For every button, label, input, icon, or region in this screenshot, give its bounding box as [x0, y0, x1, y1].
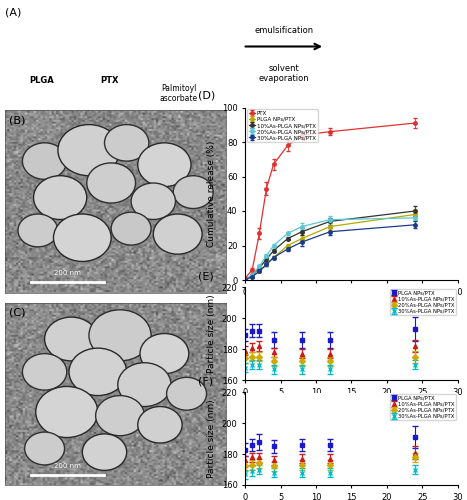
X-axis label: Time (h): Time (h)	[333, 302, 370, 311]
Circle shape	[80, 432, 129, 472]
Circle shape	[111, 212, 151, 245]
Text: (D): (D)	[198, 90, 216, 101]
Circle shape	[140, 334, 189, 374]
Circle shape	[65, 346, 130, 399]
Text: PTX: PTX	[101, 76, 119, 84]
Circle shape	[150, 212, 205, 256]
X-axis label: Time (h): Time (h)	[333, 402, 370, 411]
Circle shape	[114, 360, 174, 409]
Legend: PLGA NPs/PTX, 10%As-PLGA NPs/PTX, 20%As-PLGA NPs/PTX, 30%As-PLGA NPs/PTX: PLGA NPs/PTX, 10%As-PLGA NPs/PTX, 20%As-…	[389, 394, 456, 420]
Circle shape	[118, 362, 171, 406]
Circle shape	[109, 210, 154, 247]
Circle shape	[20, 140, 70, 181]
Circle shape	[22, 143, 67, 180]
Text: solvent
evaporation: solvent evaporation	[259, 64, 309, 84]
Circle shape	[173, 176, 213, 208]
Circle shape	[45, 317, 98, 361]
Circle shape	[84, 160, 139, 206]
Circle shape	[164, 376, 209, 412]
Circle shape	[15, 212, 60, 249]
Circle shape	[20, 352, 70, 393]
Circle shape	[134, 140, 194, 190]
Text: 200 nm: 200 nm	[55, 462, 81, 468]
Circle shape	[42, 314, 101, 364]
Circle shape	[167, 378, 206, 410]
Text: (E): (E)	[198, 272, 214, 282]
Text: Palmitoyl
ascorbate: Palmitoyl ascorbate	[160, 84, 198, 103]
Text: (B): (B)	[9, 116, 26, 126]
Circle shape	[138, 143, 191, 186]
Circle shape	[69, 348, 127, 396]
Text: emulsification: emulsification	[254, 26, 313, 35]
Circle shape	[35, 386, 98, 438]
Circle shape	[54, 122, 124, 179]
Text: (A): (A)	[5, 8, 21, 18]
Circle shape	[22, 430, 67, 467]
Circle shape	[137, 331, 192, 376]
Text: (F): (F)	[198, 377, 213, 387]
Legend: PTX, PLGA NPs/PTX, 10%As-PLGA NPs/PTX, 20%As-PLGA NPs/PTX, 30%As-PLGA NPs/PTX: PTX, PLGA NPs/PTX, 10%As-PLGA NPs/PTX, 2…	[247, 109, 318, 142]
Circle shape	[50, 211, 114, 264]
Text: PLGA: PLGA	[29, 76, 54, 84]
Circle shape	[102, 122, 151, 164]
Text: (C): (C)	[9, 308, 26, 318]
Circle shape	[105, 124, 149, 161]
Circle shape	[18, 214, 58, 247]
Legend: PLGA NPs/PTX, 10%As-PLGA NPs/PTX, 20%As-PLGA NPs/PTX, 30%As-PLGA NPs/PTX: PLGA NPs/PTX, 10%As-PLGA NPs/PTX, 20%As-…	[389, 289, 456, 316]
Y-axis label: Particle size (nm): Particle size (nm)	[207, 294, 216, 373]
Circle shape	[58, 124, 120, 176]
Circle shape	[34, 176, 87, 220]
Circle shape	[92, 393, 148, 438]
Circle shape	[89, 310, 151, 361]
Circle shape	[171, 174, 216, 210]
Circle shape	[128, 181, 178, 222]
Y-axis label: Cumulative release (%): Cumulative release (%)	[207, 140, 216, 247]
Circle shape	[131, 183, 176, 220]
Circle shape	[30, 173, 90, 222]
Circle shape	[87, 163, 135, 203]
Text: 200 nm: 200 nm	[55, 270, 81, 276]
Circle shape	[53, 214, 111, 262]
Circle shape	[153, 214, 202, 254]
Circle shape	[138, 406, 182, 443]
Circle shape	[32, 384, 101, 440]
Circle shape	[22, 354, 67, 390]
Circle shape	[82, 434, 127, 470]
Circle shape	[25, 432, 64, 465]
Circle shape	[96, 396, 144, 436]
Circle shape	[135, 404, 185, 445]
Circle shape	[85, 306, 155, 364]
Y-axis label: Particle size (nm): Particle size (nm)	[207, 400, 216, 478]
